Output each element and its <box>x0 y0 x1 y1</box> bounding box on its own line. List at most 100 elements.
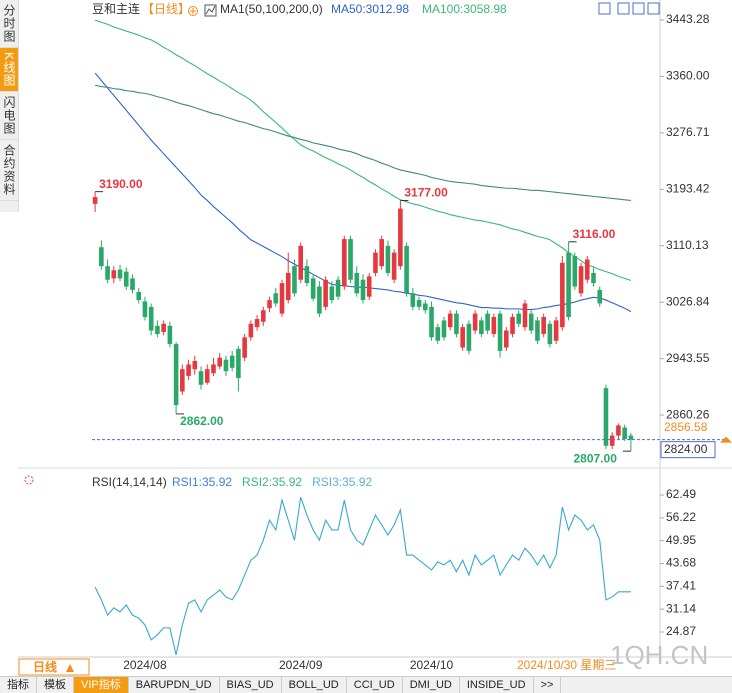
candle-body <box>217 357 223 367</box>
extreme-label: 3177.00 <box>404 186 448 200</box>
candle-body <box>616 425 621 436</box>
candle-body <box>597 289 603 304</box>
indicator-tab[interactable]: INSIDE_UD <box>460 677 534 693</box>
legend-entry: RSI1:35.92 <box>172 475 232 489</box>
tool-icon[interactable] <box>598 2 611 15</box>
candle-body <box>560 262 565 328</box>
y-tick-label: 62.49 <box>666 487 696 501</box>
candle-body <box>204 369 210 383</box>
candle-body <box>360 279 366 301</box>
indicator-tab[interactable]: 模板 <box>37 677 74 693</box>
indicator-tab[interactable]: BOLL_UD <box>282 677 347 693</box>
rsi-line <box>94 497 631 655</box>
indicator-icon[interactable] <box>204 4 217 17</box>
tool-icon[interactable] <box>617 2 630 15</box>
candle-body <box>429 306 434 338</box>
candle-body <box>503 330 509 348</box>
indicator-tabbar: 指标 模板 VIP指标 BARUPDN_UD BIAS_UD BOLL_UD CCI_UD D… <box>0 676 732 693</box>
candle-body <box>211 364 216 374</box>
extreme-label: 3116.00 <box>573 227 616 241</box>
candle-body <box>130 278 135 290</box>
rsi-title: RSI(14,14,14) <box>92 475 167 489</box>
y-tick-label: 2943.55 <box>666 351 710 365</box>
indicator-tab[interactable]: VIP指标 <box>74 677 129 693</box>
side-tab[interactable]: 分时图 <box>0 0 18 48</box>
indicator-tab[interactable]: BIAS_UD <box>220 677 282 693</box>
candle-body <box>373 252 378 273</box>
candle-body <box>541 317 546 334</box>
y-tick-label: 2860.26 <box>666 407 710 421</box>
chart: 豆和主连 【日线】 MA1(50,100,200,0) MA50:3012.98… <box>18 0 732 676</box>
indicator-tab[interactable]: DMI_UD <box>403 677 460 693</box>
indicator-tab[interactable]: BARUPDN_UD <box>129 677 220 693</box>
candle-body <box>310 278 316 299</box>
side-tab[interactable]: 合约资料 <box>0 140 18 202</box>
candle-body <box>422 303 428 311</box>
candle-body <box>92 197 98 204</box>
candle-body <box>447 313 453 328</box>
indicator-tab[interactable]: 指标 <box>0 677 37 693</box>
period-button-label[interactable]: 日线 <box>33 659 57 674</box>
tool-icon[interactable] <box>632 2 645 15</box>
last-price-label: 2824.00 <box>664 442 708 456</box>
candle-body <box>111 270 117 279</box>
legend-entry: RSI2:35.92 <box>242 475 302 489</box>
symbol: 豆和主连 <box>92 1 140 16</box>
candle-body <box>454 313 459 334</box>
y-tick-label: 49.95 <box>666 533 696 547</box>
candle-body <box>105 266 110 280</box>
candle-body <box>136 291 142 301</box>
candle-body <box>254 319 260 328</box>
y-tick-label: 3360.00 <box>666 69 710 83</box>
sidebar: 分时图 K线图 闪电图 合约资料 <box>0 0 19 212</box>
candle-body <box>285 272 291 301</box>
candle-body <box>261 310 266 322</box>
tool-icon[interactable] <box>647 2 660 15</box>
candle-body <box>148 306 154 331</box>
candle-body <box>354 272 360 294</box>
candle-body <box>317 286 322 314</box>
extreme-label: 2807.00 <box>573 451 617 465</box>
candle-body <box>609 435 615 446</box>
candle-body <box>553 320 559 341</box>
y-tick-label: 3193.42 <box>666 181 710 195</box>
indicator-tab[interactable]: >> <box>534 677 562 693</box>
candle-body <box>591 272 596 284</box>
candle-body <box>223 359 229 372</box>
candle-body <box>167 325 173 345</box>
candle-body <box>603 388 609 446</box>
candle-body <box>404 245 409 294</box>
legend-entry: MA100:3058.98 <box>422 2 507 16</box>
candle-body <box>99 247 104 267</box>
candle-body <box>622 427 627 439</box>
watermark: 1QH.CN <box>610 640 708 670</box>
candle-body <box>329 286 335 301</box>
candle-body <box>292 266 297 294</box>
candle-body <box>510 317 515 334</box>
side-tab[interactable]: 闪电图 <box>0 92 18 141</box>
candle-body <box>572 256 578 287</box>
side-tab[interactable]: K线图 <box>0 48 18 93</box>
candle-body <box>497 313 503 351</box>
candle-body <box>323 279 328 307</box>
candle-body <box>304 266 310 284</box>
legend-entry: MA50:3012.98 <box>331 2 409 16</box>
indicator-tab[interactable]: CCI_UD <box>347 677 403 693</box>
y-tick-label: 3026.84 <box>666 294 710 308</box>
extreme-label: 2862.00 <box>180 414 224 428</box>
add-icon[interactable] <box>188 6 198 16</box>
candle-body <box>198 371 204 385</box>
candle-body <box>348 239 353 280</box>
candle-body <box>117 269 123 279</box>
x-tick-label: 2024/08 <box>123 658 167 672</box>
y-tick-label: 43.68 <box>666 556 696 570</box>
candle-body <box>416 300 422 307</box>
rsi-settings-icon[interactable] <box>24 475 34 485</box>
extreme-label: 3190.00 <box>99 177 143 191</box>
y-tick-label: 37.41 <box>666 579 696 593</box>
y-tick-label: 3443.28 <box>666 12 710 26</box>
period: 【日线】 <box>142 2 190 16</box>
candle-body <box>516 313 522 324</box>
candle-body <box>161 323 166 332</box>
